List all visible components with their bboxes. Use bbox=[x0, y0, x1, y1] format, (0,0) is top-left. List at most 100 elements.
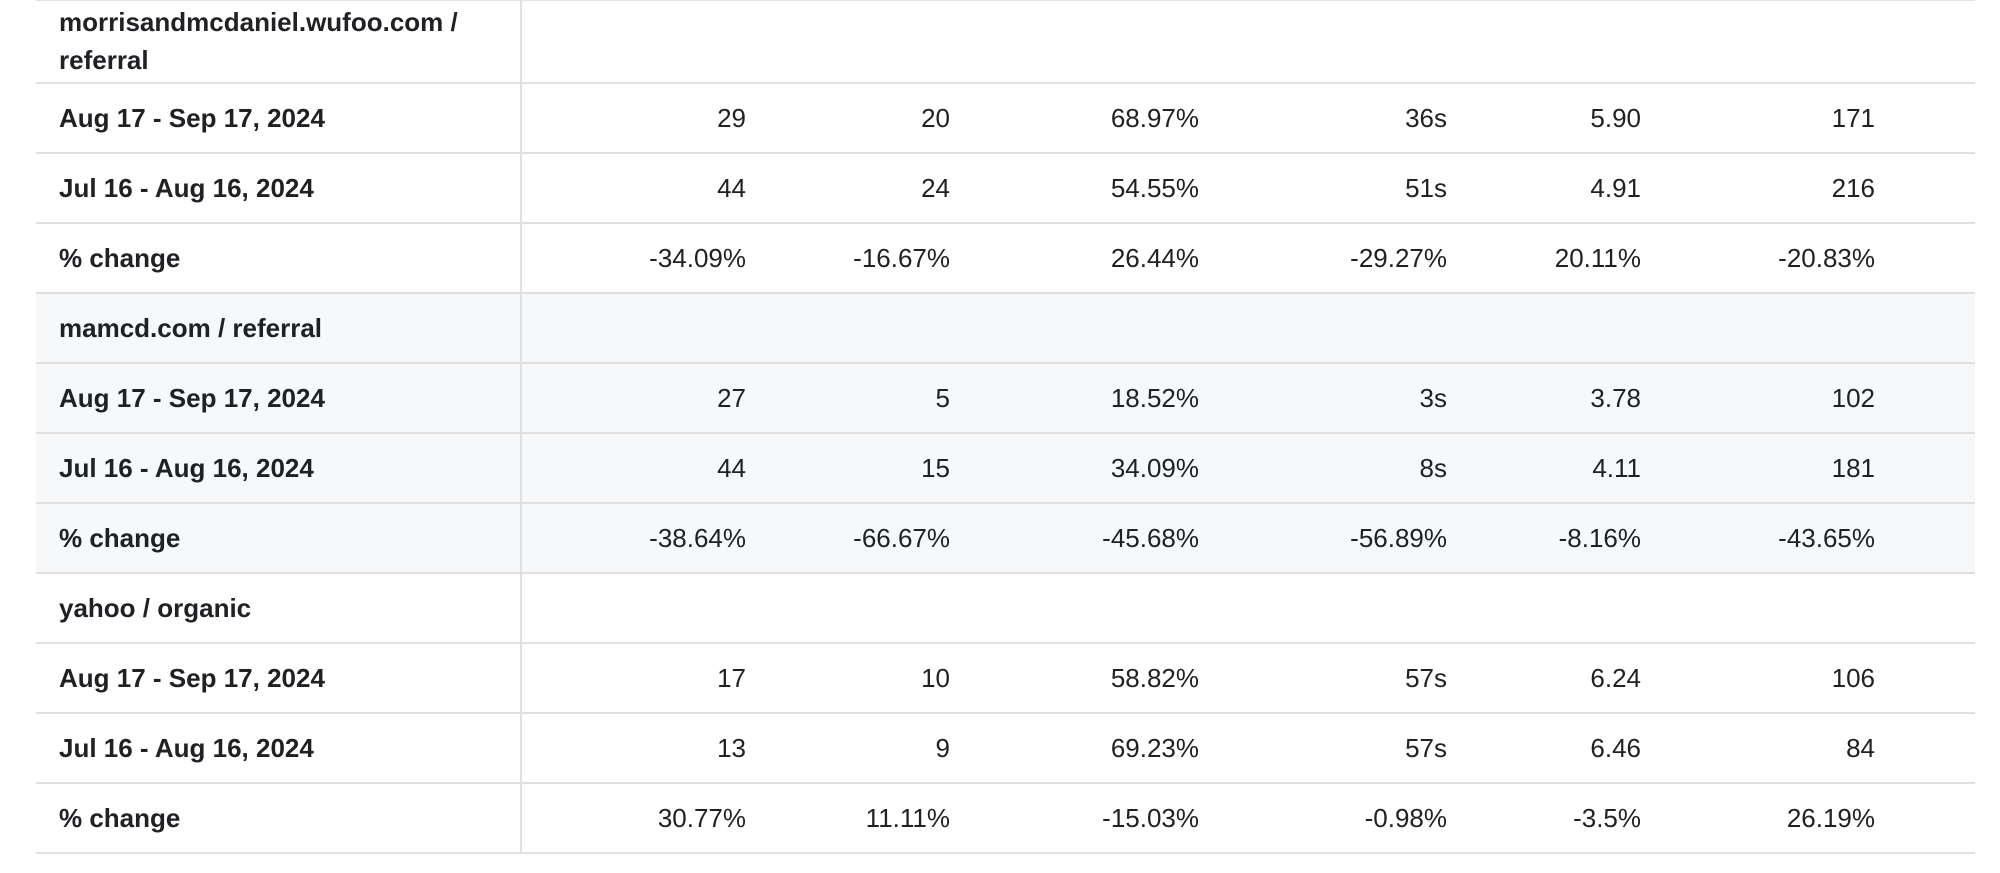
metric-cell: 44 bbox=[521, 433, 746, 504]
row-label: Jul 16 - Aug 16, 2024 bbox=[36, 153, 522, 224]
metric-cell: -20.83% bbox=[1641, 223, 1875, 294]
empty-cell bbox=[1875, 713, 1975, 784]
metric-cell: 106 bbox=[1641, 643, 1875, 714]
metric-cell: 20 bbox=[746, 83, 950, 154]
metric-cell: 4.91 bbox=[1447, 153, 1641, 224]
empty-cell bbox=[1875, 1, 1975, 84]
metric-cell: 9 bbox=[746, 713, 950, 784]
data-table: morrisandmcdaniel.wufoo.com / referral Au… bbox=[36, 1, 1975, 854]
metric-cell: 27 bbox=[521, 363, 746, 434]
metric-cell: 51s bbox=[1199, 153, 1447, 224]
metric-cell: -15.03% bbox=[950, 783, 1199, 854]
metric-cell: 6.46 bbox=[1447, 713, 1641, 784]
metric-cell: 30.77% bbox=[521, 783, 746, 854]
table-row[interactable]: % change -38.64% -66.67% -45.68% -56.89% -8.1… bbox=[36, 503, 1975, 574]
metric-cell: 36s bbox=[1199, 83, 1447, 154]
table-row[interactable]: Jul 16 - Aug 16, 2024 44 24 54.55% 51s 4.91 21… bbox=[36, 153, 1975, 224]
metric-cell: 171 bbox=[1641, 83, 1875, 154]
empty-cell bbox=[1641, 293, 1875, 364]
metric-cell: 29 bbox=[521, 83, 746, 154]
row-label: Jul 16 - Aug 16, 2024 bbox=[36, 713, 522, 784]
empty-cell bbox=[1875, 643, 1975, 714]
table-row[interactable]: Aug 17 - Sep 17, 2024 17 10 58.82% 57s 6.24 10… bbox=[36, 643, 1975, 714]
metric-cell: 5.90 bbox=[1447, 83, 1641, 154]
empty-cell bbox=[521, 293, 746, 364]
empty-cell bbox=[1875, 83, 1975, 154]
group-header-row[interactable]: mamcd.com / referral bbox=[36, 293, 1975, 364]
metric-cell: 44 bbox=[521, 153, 746, 224]
empty-cell bbox=[1641, 1, 1875, 84]
metric-cell: 20.11% bbox=[1447, 223, 1641, 294]
empty-cell bbox=[521, 573, 746, 644]
empty-cell bbox=[746, 1, 950, 84]
metric-cell: -3.5% bbox=[1447, 783, 1641, 854]
metric-cell: -8.16% bbox=[1447, 503, 1641, 574]
metric-cell: 181 bbox=[1641, 433, 1875, 504]
row-label: Aug 17 - Sep 17, 2024 bbox=[36, 363, 522, 434]
empty-cell bbox=[521, 1, 746, 84]
group-header-row[interactable]: morrisandmcdaniel.wufoo.com / referral bbox=[36, 1, 1975, 84]
table-row[interactable]: % change 30.77% 11.11% -15.03% -0.98% -3.5% 26… bbox=[36, 783, 1975, 854]
empty-cell bbox=[950, 293, 1199, 364]
metric-cell: 5 bbox=[746, 363, 950, 434]
metric-cell: -0.98% bbox=[1199, 783, 1447, 854]
empty-cell bbox=[1447, 293, 1641, 364]
empty-cell bbox=[1875, 783, 1975, 854]
metric-cell: 17 bbox=[521, 643, 746, 714]
empty-cell bbox=[1641, 573, 1875, 644]
row-label: Jul 16 - Aug 16, 2024 bbox=[36, 433, 522, 504]
empty-cell bbox=[950, 1, 1199, 84]
metric-cell: 10 bbox=[746, 643, 950, 714]
empty-cell bbox=[1875, 153, 1975, 224]
metric-cell: 26.44% bbox=[950, 223, 1199, 294]
metric-cell: 3.78 bbox=[1447, 363, 1641, 434]
empty-cell bbox=[746, 573, 950, 644]
row-label: % change bbox=[36, 223, 522, 294]
metric-cell: 13 bbox=[521, 713, 746, 784]
metric-cell: 15 bbox=[746, 433, 950, 504]
empty-cell bbox=[1447, 573, 1641, 644]
metric-cell: 26.19% bbox=[1641, 783, 1875, 854]
group-header-row[interactable]: yahoo / organic bbox=[36, 573, 1975, 644]
metric-cell: -29.27% bbox=[1199, 223, 1447, 294]
metric-cell: 57s bbox=[1199, 643, 1447, 714]
empty-cell bbox=[1875, 503, 1975, 574]
metric-cell: 24 bbox=[746, 153, 950, 224]
empty-cell bbox=[746, 293, 950, 364]
table-row[interactable]: Jul 16 - Aug 16, 2024 44 15 34.09% 8s 4.11 181 bbox=[36, 433, 1975, 504]
metric-cell: 34.09% bbox=[950, 433, 1199, 504]
empty-cell bbox=[1199, 1, 1447, 84]
table-body: morrisandmcdaniel.wufoo.com / referral Au… bbox=[36, 1, 1975, 854]
empty-cell bbox=[1447, 1, 1641, 84]
metric-cell: -56.89% bbox=[1199, 503, 1447, 574]
row-label: % change bbox=[36, 783, 522, 854]
row-label: Aug 17 - Sep 17, 2024 bbox=[36, 643, 522, 714]
group-name: morrisandmcdaniel.wufoo.com / referral bbox=[36, 1, 522, 84]
group-name: yahoo / organic bbox=[36, 573, 522, 644]
table-row[interactable]: Aug 17 - Sep 17, 2024 29 20 68.97% 36s 5.90 17… bbox=[36, 83, 1975, 154]
metric-cell: 68.97% bbox=[950, 83, 1199, 154]
table-row[interactable]: Aug 17 - Sep 17, 2024 27 5 18.52% 3s 3.78 102 bbox=[36, 363, 1975, 434]
metric-cell: -34.09% bbox=[521, 223, 746, 294]
table-row[interactable]: % change -34.09% -16.67% 26.44% -29.27% 20.11… bbox=[36, 223, 1975, 294]
row-label: % change bbox=[36, 503, 522, 574]
row-label: Aug 17 - Sep 17, 2024 bbox=[36, 83, 522, 154]
metric-cell: -45.68% bbox=[950, 503, 1199, 574]
metric-cell: 3s bbox=[1199, 363, 1447, 434]
empty-cell bbox=[1875, 433, 1975, 504]
metric-cell: 54.55% bbox=[950, 153, 1199, 224]
metric-cell: 11.11% bbox=[746, 783, 950, 854]
metric-cell: -16.67% bbox=[746, 223, 950, 294]
metric-cell: -38.64% bbox=[521, 503, 746, 574]
metric-cell: 84 bbox=[1641, 713, 1875, 784]
empty-cell bbox=[950, 573, 1199, 644]
empty-cell bbox=[1875, 573, 1975, 644]
metric-cell: 69.23% bbox=[950, 713, 1199, 784]
group-name: mamcd.com / referral bbox=[36, 293, 522, 364]
metric-cell: 58.82% bbox=[950, 643, 1199, 714]
metric-cell: 6.24 bbox=[1447, 643, 1641, 714]
empty-cell bbox=[1875, 293, 1975, 364]
empty-cell bbox=[1875, 363, 1975, 434]
table-row[interactable]: Jul 16 - Aug 16, 2024 13 9 69.23% 57s 6.46 84 bbox=[36, 713, 1975, 784]
metric-cell: -66.67% bbox=[746, 503, 950, 574]
